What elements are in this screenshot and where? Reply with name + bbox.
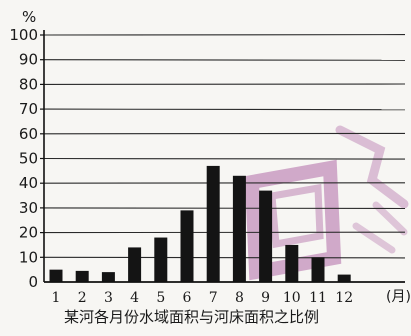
- x-tick-label: 7: [209, 290, 218, 306]
- x-tick-label: 10: [283, 290, 301, 306]
- x-tick-label: 12: [335, 290, 353, 306]
- gridline: [44, 159, 405, 160]
- y-tick-label: 0: [28, 273, 38, 291]
- x-tick-label: 11: [309, 290, 327, 306]
- bar-month-11: [312, 257, 325, 282]
- bar-month-1: [50, 270, 63, 282]
- x-axis-unit: (月): [386, 289, 411, 305]
- axes: [40, 30, 405, 282]
- gridline: [44, 60, 405, 61]
- x-tick-label: 8: [235, 290, 244, 306]
- bar-month-12: [338, 275, 351, 282]
- bar-month-2: [76, 271, 89, 282]
- watermark: [252, 130, 404, 272]
- x-tick-label: 1: [52, 290, 61, 306]
- x-tick-label: 9: [261, 290, 270, 306]
- bar-month-8: [233, 176, 246, 282]
- x-tick-label: 2: [78, 290, 87, 306]
- y-tick-labels: 0 10 20 30 40 50 60 70 80 90 100: [9, 26, 38, 291]
- bar-month-4: [128, 247, 141, 282]
- bar-month-3: [102, 272, 115, 282]
- bar-month-9: [259, 191, 272, 282]
- y-tick-label: 80: [19, 75, 38, 93]
- y-tick-label: 60: [19, 125, 38, 143]
- y-tick-label: 50: [19, 150, 38, 168]
- bar-month-10: [285, 245, 298, 282]
- y-tick-label: 100: [9, 26, 38, 44]
- y-axis-unit: %: [22, 8, 36, 26]
- gridline: [44, 208, 405, 209]
- x-tick-label: 6: [183, 290, 192, 306]
- y-tick-label: 90: [19, 51, 38, 69]
- y-tick-label: 40: [19, 174, 38, 192]
- gridlines: [44, 35, 405, 258]
- bar-month-6: [181, 210, 194, 282]
- gridline: [44, 109, 405, 110]
- x-tick-label: 5: [156, 290, 165, 306]
- bar-month-5: [154, 238, 167, 282]
- y-tick-label: 30: [19, 199, 38, 217]
- chart-title: 某河各月份水域面积与河床面积之比例: [64, 306, 364, 327]
- bar-month-7: [207, 166, 220, 282]
- gridline: [44, 257, 405, 258]
- y-tick-label: 10: [19, 248, 38, 266]
- y-tick-label: 70: [19, 100, 38, 118]
- x-tick-label: 3: [104, 290, 113, 306]
- x-tick-label: 4: [130, 290, 139, 306]
- y-tick-label: 20: [19, 224, 38, 242]
